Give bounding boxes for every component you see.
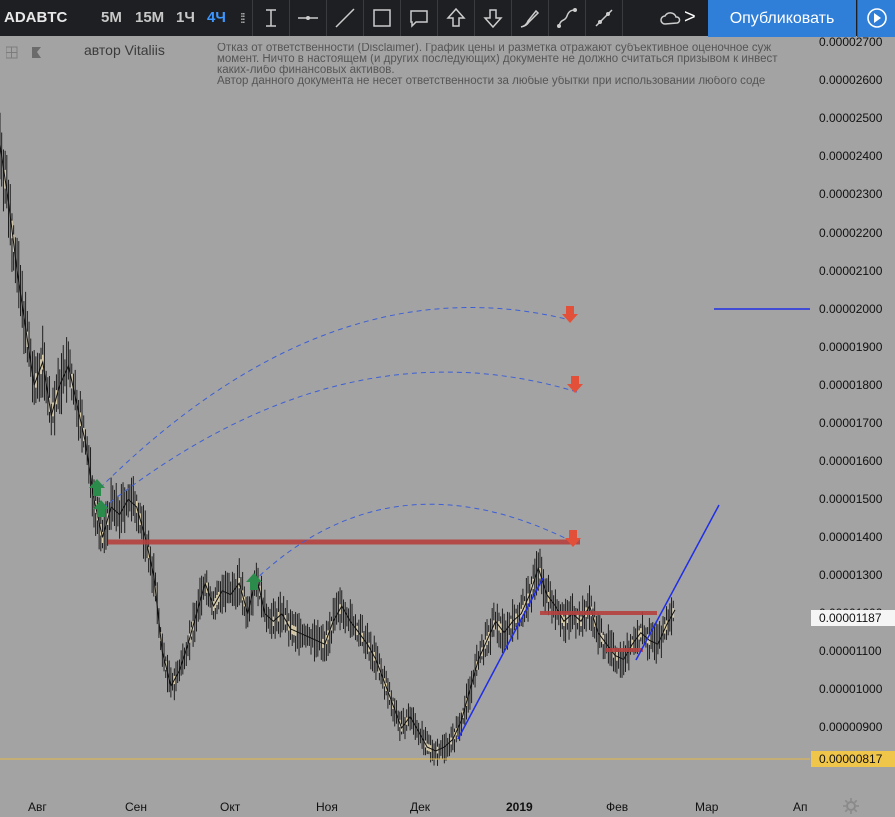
- horizontal-line-icon[interactable]: [290, 0, 327, 36]
- x-tick: Мар: [695, 800, 719, 814]
- y-tick: 0.00001900: [819, 340, 883, 354]
- y-tick: 0.00001600: [819, 454, 883, 468]
- x-tick: 2019: [506, 800, 533, 814]
- y-tick: 0.00002100: [819, 264, 883, 278]
- arrow-up-icon[interactable]: [438, 0, 475, 36]
- annotations: [0, 306, 810, 760]
- y-tick: 0.00002300: [819, 187, 883, 201]
- chart-corner-icons: [5, 46, 46, 65]
- ray-icon[interactable]: [586, 0, 623, 36]
- trend-line-icon[interactable]: [327, 0, 364, 36]
- price-line: [0, 144, 676, 752]
- author-label: автор Vitaliis: [84, 42, 165, 58]
- play-button[interactable]: [857, 0, 895, 37]
- y-tick: 0.00001400: [819, 530, 883, 544]
- arrow-down-icon: [562, 306, 578, 323]
- timeframe-5m[interactable]: 5М: [101, 9, 122, 26]
- rectangle-icon[interactable]: [364, 0, 401, 36]
- projection-arc-2: [102, 371, 578, 509]
- y-tick: 0.00001300: [819, 568, 883, 582]
- chevron-right-icon[interactable]: >: [684, 6, 696, 28]
- y-tick: 0.00002700: [819, 35, 883, 49]
- y-tick: 0.00001500: [819, 492, 883, 506]
- price-series: [0, 112, 676, 766]
- top-toolbar: ADABTC 5М 15М 1Ч 4Ч ⁞⁞ > Опубликовать: [0, 0, 895, 37]
- y-tick: 0.00001700: [819, 416, 883, 430]
- x-tick: Ап: [793, 800, 808, 814]
- flag-icon: [32, 47, 41, 58]
- disclaimer-text: Отказ от ответственности (Disclaimer). Г…: [217, 43, 778, 87]
- low-price-label: 0.00000817: [811, 751, 895, 767]
- drawing-toolbar: [252, 0, 703, 36]
- timeframe-4h[interactable]: 4Ч: [207, 9, 226, 26]
- timeframe-1h[interactable]: 1Ч: [176, 9, 195, 26]
- projection-arc-1: [99, 307, 571, 489]
- symbol-label[interactable]: ADABTC: [4, 9, 68, 26]
- drag-handle-icon[interactable]: ⁞⁞: [240, 10, 246, 26]
- x-tick: Дек: [410, 800, 431, 814]
- x-tick: Авг: [28, 800, 47, 814]
- arrow-down-icon: [567, 376, 583, 393]
- y-tick: 0.00001000: [819, 682, 883, 696]
- path-icon[interactable]: [549, 0, 586, 36]
- play-icon: [867, 8, 887, 28]
- y-tick: 0.00001100: [819, 644, 882, 658]
- projection-arc-3: [252, 503, 574, 583]
- publish-button[interactable]: Опубликовать: [708, 0, 856, 37]
- text-cursor-icon[interactable]: [253, 0, 290, 36]
- y-tick: 0.00002600: [819, 73, 883, 87]
- y-tick: 0.00002400: [819, 149, 883, 163]
- grid-icon: [5, 46, 18, 59]
- current-price-label: 0.00001187: [811, 610, 895, 626]
- x-tick: Окт: [220, 800, 241, 814]
- settings-gear-icon[interactable]: [843, 798, 859, 814]
- y-tick: 0.00002500: [819, 111, 883, 125]
- callout-icon[interactable]: [401, 0, 438, 36]
- arrow-down-icon[interactable]: [475, 0, 512, 36]
- x-tick: Фев: [606, 800, 629, 814]
- arrow-down-icon: [565, 530, 581, 547]
- y-tick: 0.00000900: [819, 720, 883, 734]
- timeframe-15m[interactable]: 15М: [135, 9, 165, 26]
- y-tick: 0.00002000: [819, 302, 883, 316]
- brush-icon[interactable]: [512, 0, 549, 36]
- x-tick: Ноя: [316, 800, 338, 814]
- x-tick: Сен: [125, 800, 147, 814]
- arrow-up-icon: [89, 479, 105, 496]
- arrow-up-icon: [246, 573, 262, 590]
- y-tick: 0.00002200: [819, 226, 883, 240]
- trend-line-1: [457, 577, 544, 740]
- arrow-up-icon: [93, 500, 109, 517]
- cloud-icon[interactable]: [653, 0, 689, 36]
- y-tick: 0.00001800: [819, 378, 883, 392]
- trend-line-2: [635, 504, 720, 661]
